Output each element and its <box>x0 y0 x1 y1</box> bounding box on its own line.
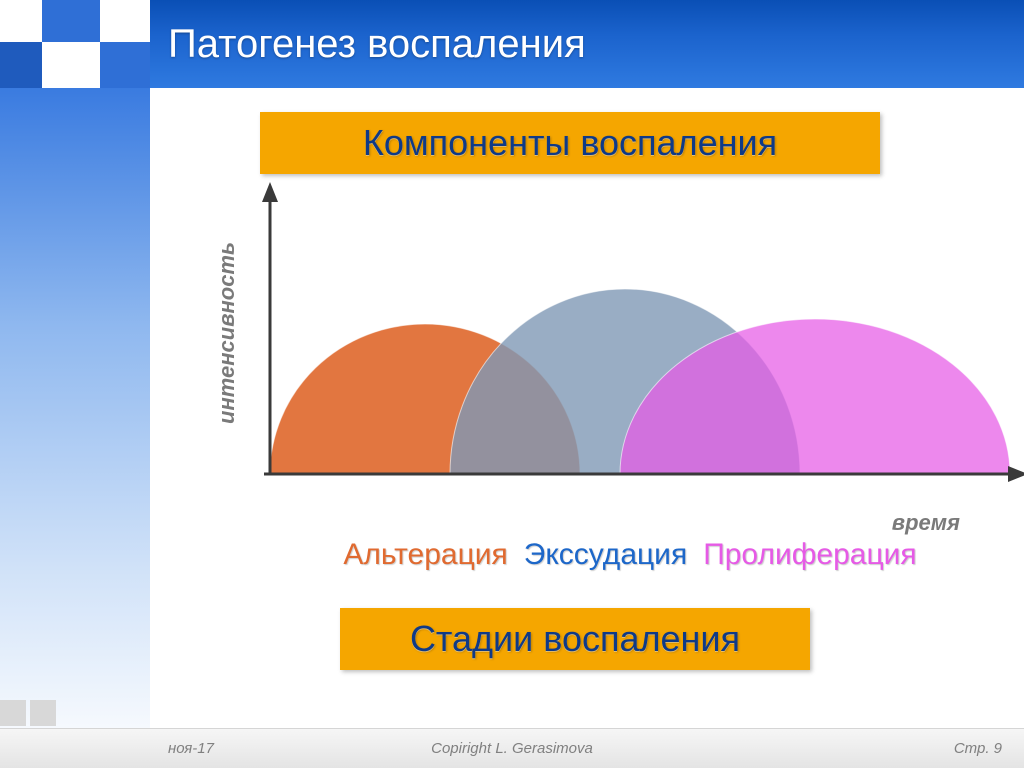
decor-square <box>100 0 150 42</box>
decor-square <box>100 42 150 88</box>
decor-square <box>42 42 100 88</box>
footer-date: ноя-17 <box>168 740 214 757</box>
decor-square <box>0 700 26 726</box>
footer-bar: ноя-17 Copiright L. Gerasimova Стр. 9 <box>0 728 1024 768</box>
legend-item: Пролиферация <box>703 538 916 571</box>
left-gradient <box>0 88 150 768</box>
legend-item: Экссудация <box>524 538 687 571</box>
decor-square <box>0 42 42 88</box>
left-decor-column <box>0 0 150 768</box>
footer-page: Стр. 9 <box>954 740 1002 757</box>
decor-square <box>42 0 100 42</box>
y-axis-label: интенсивность <box>214 242 240 424</box>
slide-title: Патогенез воспаления <box>168 22 586 67</box>
banner-stages: Стадии воспаления <box>340 608 810 670</box>
x-axis-label: время <box>892 510 960 536</box>
footer-author: Copiright L. Gerasimova <box>0 740 1024 757</box>
main-content: Компоненты воспаления интенсивность врем… <box>150 88 1024 718</box>
decor-square <box>0 0 42 42</box>
title-bar: Патогенез воспаления <box>150 0 1024 88</box>
chart-svg <box>190 174 1024 514</box>
legend-row: Альтерация Экссудация Пролиферация <box>270 538 990 572</box>
banner-components: Компоненты воспаления <box>260 112 880 174</box>
chart-area: интенсивность время <box>190 174 990 514</box>
decor-square <box>30 700 56 726</box>
legend-item: Альтерация <box>343 538 507 571</box>
